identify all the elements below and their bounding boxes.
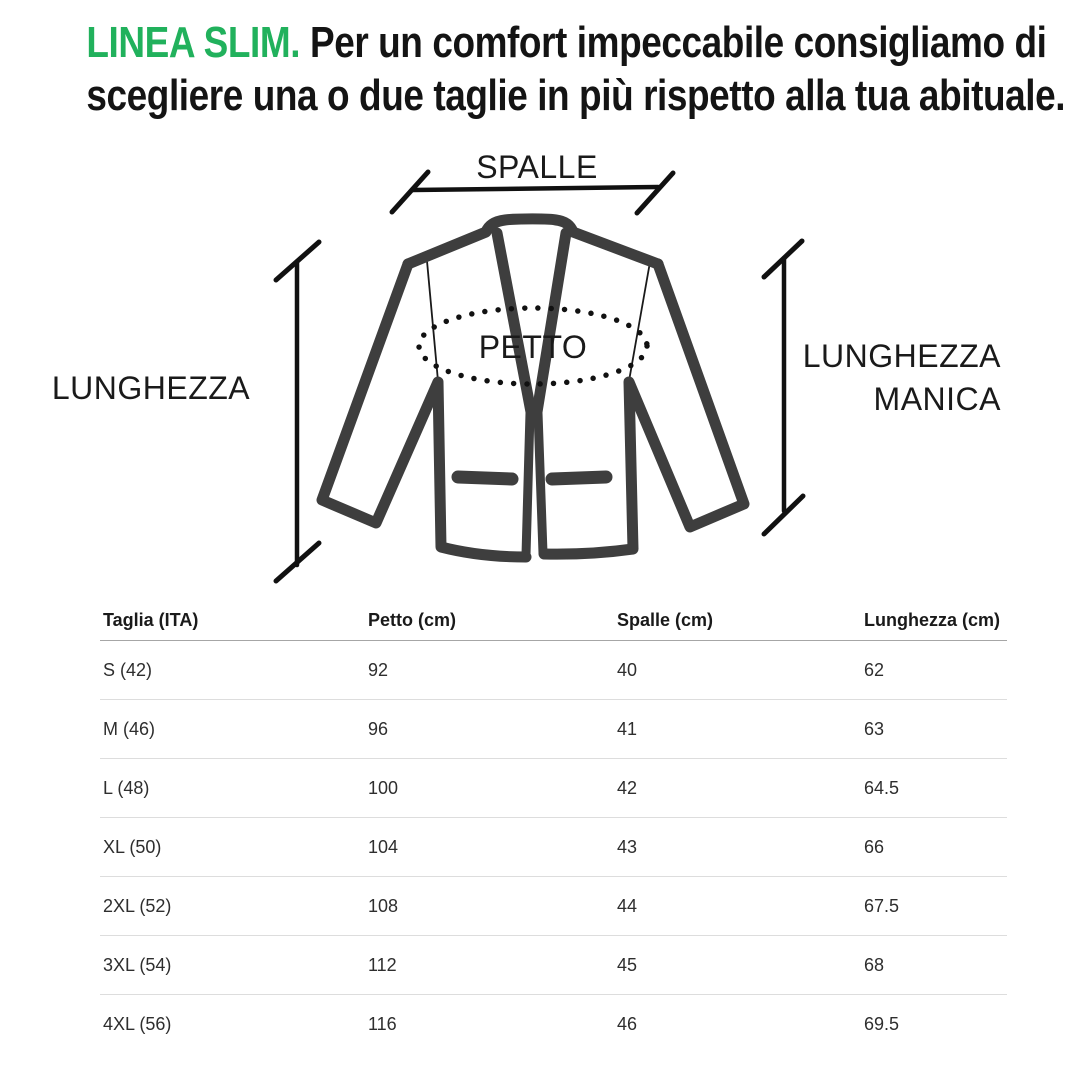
- cell-spalle: 41: [617, 718, 638, 739]
- lunghezza-manica-label-line1: LUNGHEZZA: [803, 338, 1001, 374]
- table-row: M (46) 96 41 63: [100, 700, 1007, 759]
- brand-label: LINEA SLIM.: [86, 18, 301, 67]
- lunghezza-manica-label-line2: MANICA: [874, 381, 1002, 417]
- cell-taglia: L (48): [103, 777, 150, 798]
- cell-petto: 104: [368, 836, 399, 857]
- cell-spalle: 40: [617, 659, 638, 680]
- jacket-left-sleeve-body: [316, 258, 532, 563]
- table-header-taglia: Taglia (ITA): [103, 610, 199, 630]
- size-table: Taglia (ITA) Petto (cm) Spalle (cm) Lung…: [100, 601, 1007, 1053]
- table-row: 3XL (54) 112 45 68: [100, 936, 1007, 995]
- petto-dotted-ellipse: [416, 305, 650, 387]
- page-title: LINEA SLIM. Per un comfort impeccabile c…: [86, 16, 1066, 122]
- jacket-left-pocket: [451, 470, 519, 486]
- title-line-1-text: Per un comfort impeccabile consigliamo d…: [309, 18, 1047, 67]
- jacket-right-pocket: [545, 470, 613, 486]
- cell-spalle: 44: [617, 895, 638, 916]
- leader-line-left: [426, 260, 439, 382]
- title-line-1: LINEA SLIM. Per un comfort impeccabile c…: [86, 16, 1047, 69]
- cell-petto: 92: [368, 659, 389, 680]
- cell-spalle: 46: [617, 1013, 638, 1034]
- spalle-tick-right: [634, 170, 676, 216]
- manica-tick-bottom: [761, 493, 806, 537]
- jacket-measurement-diagram: SPALLE LUNGHEZZA LUNGHEZZA MANICA: [0, 130, 1080, 600]
- leader-line-right: [628, 261, 651, 382]
- cell-lunghezza: 63: [864, 718, 885, 739]
- cell-lunghezza: 64.5: [864, 777, 900, 798]
- cell-taglia: M (46): [103, 718, 156, 739]
- cell-petto: 112: [368, 954, 397, 975]
- cell-taglia: 3XL (54): [103, 954, 172, 975]
- table-header-lunghezza: Lunghezza (cm): [864, 610, 1001, 630]
- cell-taglia: XL (50): [103, 836, 162, 857]
- cell-taglia: 2XL (52): [103, 895, 172, 916]
- cell-lunghezza: 69.5: [864, 1013, 900, 1034]
- table-row: 2XL (52) 108 44 67.5: [100, 877, 1007, 936]
- cell-petto: 116: [368, 1013, 397, 1034]
- lunghezza-label: LUNGHEZZA: [52, 370, 250, 406]
- spalle-dimension-line: [410, 184, 661, 193]
- table-header-petto: Petto (cm): [368, 610, 457, 630]
- manica-tick-top: [761, 238, 805, 280]
- jacket-collar-shoulders: [402, 213, 664, 270]
- cell-lunghezza: 62: [864, 659, 885, 680]
- cell-petto: 108: [368, 895, 399, 916]
- jacket-front-edge-right: [533, 408, 548, 558]
- title-line-2: scegliere una o due taglie in più rispet…: [86, 71, 1066, 120]
- table-row: L (48) 100 42 64.5: [100, 759, 1007, 818]
- jacket-front-edge-left: [521, 408, 535, 560]
- cell-lunghezza: 68: [864, 954, 885, 975]
- lunghezza-tick-bottom: [273, 540, 322, 584]
- cell-spalle: 43: [617, 836, 638, 857]
- spalle-tick-left: [389, 169, 431, 215]
- jacket-right-sleeve-body: [538, 258, 750, 560]
- cell-spalle: 42: [617, 777, 638, 798]
- cell-lunghezza: 66: [864, 836, 885, 857]
- cell-taglia: 4XL (56): [103, 1013, 172, 1034]
- table-row: XL (50) 104 43 66: [100, 818, 1007, 877]
- cell-lunghezza: 67.5: [864, 895, 900, 916]
- spalle-label: SPALLE: [476, 149, 598, 185]
- cell-petto: 100: [368, 777, 399, 798]
- petto-label: PETTO: [479, 329, 588, 365]
- table-header-row: Taglia (ITA) Petto (cm) Spalle (cm) Lung…: [100, 601, 1007, 641]
- cell-spalle: 45: [617, 954, 638, 975]
- cell-taglia: S (42): [103, 659, 153, 680]
- table-header-spalle: Spalle (cm): [617, 610, 714, 630]
- cell-petto: 96: [368, 718, 389, 739]
- table-row: 4XL (56) 116 46 69.5: [100, 995, 1007, 1053]
- table-row: S (42) 92 40 62: [100, 641, 1007, 700]
- jacket-diagram-svg: SPALLE LUNGHEZZA LUNGHEZZA MANICA: [52, 149, 1002, 584]
- lunghezza-tick-top: [273, 239, 322, 283]
